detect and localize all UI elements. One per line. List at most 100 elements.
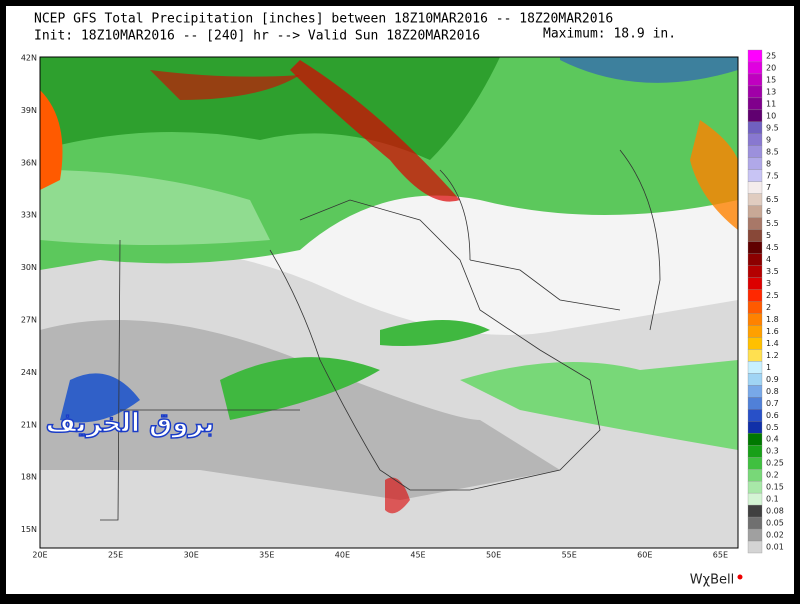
lon-label: 35E bbox=[259, 551, 274, 560]
colorbar-label: 9 bbox=[766, 135, 771, 144]
subtitle: Init: 18Z10MAR2016 -- [240] hr --> Valid… bbox=[34, 29, 480, 44]
colorbar-label: 1.4 bbox=[766, 339, 779, 348]
colorbar-swatch bbox=[747, 337, 763, 350]
colorbar-swatch bbox=[747, 313, 763, 326]
colorbar-label: 0.05 bbox=[766, 519, 784, 528]
colorbar-swatch bbox=[747, 289, 763, 302]
colorbar-swatch bbox=[747, 540, 763, 554]
colorbar-swatch bbox=[747, 385, 763, 398]
colorbar-label: 0.7 bbox=[766, 399, 779, 408]
colorbar-label: 8 bbox=[766, 159, 771, 168]
colorbar-swatch bbox=[747, 480, 763, 494]
watermark: بروق الخريف bbox=[46, 409, 215, 439]
colorbar-swatch bbox=[747, 61, 763, 75]
colorbar-label: 10 bbox=[766, 111, 776, 120]
lat-label: 18N bbox=[21, 473, 37, 482]
lat-label: 15N bbox=[21, 525, 37, 534]
colorbar-swatch bbox=[747, 49, 763, 63]
colorbar-swatch bbox=[747, 85, 763, 99]
colorbar-label: 0.2 bbox=[766, 471, 779, 480]
colorbar-swatch bbox=[747, 73, 763, 87]
colorbar-label: 1 bbox=[766, 363, 771, 372]
colorbar-label: 0.9 bbox=[766, 375, 779, 384]
colorbar-swatch bbox=[747, 205, 763, 218]
lon-label: 25E bbox=[108, 551, 123, 560]
colorbar-label: 0.3 bbox=[766, 447, 779, 456]
colorbar-label: 1.2 bbox=[766, 351, 779, 360]
colorbar-label: 7.5 bbox=[766, 171, 779, 180]
colorbar-swatch bbox=[747, 457, 763, 470]
colorbar-label: 0.01 bbox=[766, 543, 784, 552]
lon-label: 30E bbox=[184, 551, 199, 560]
colorbar-label: 0.02 bbox=[766, 531, 784, 540]
colorbar-swatch bbox=[747, 265, 763, 278]
colorbar-swatch bbox=[747, 397, 763, 410]
lat-label: 30N bbox=[21, 263, 37, 272]
colorbar-swatch bbox=[747, 409, 763, 422]
colorbar-label: 5.5 bbox=[766, 219, 779, 228]
lat-label: 39N bbox=[21, 106, 37, 115]
logo-dot bbox=[737, 574, 743, 580]
colorbar-label: 6.5 bbox=[766, 195, 779, 204]
colorbar-swatch bbox=[747, 169, 763, 182]
colorbar-swatch bbox=[747, 469, 763, 482]
colorbar-label: 1.8 bbox=[766, 315, 779, 324]
colorbar-label: 1.6 bbox=[766, 327, 779, 336]
title: NCEP GFS Total Precipitation [inches] be… bbox=[34, 12, 613, 27]
colorbar-swatch bbox=[747, 133, 763, 146]
colorbar-label: 20 bbox=[766, 63, 776, 72]
colorbar-label: 4.5 bbox=[766, 243, 779, 252]
colorbar-label: 3.5 bbox=[766, 267, 779, 276]
colorbar-swatch bbox=[747, 504, 763, 518]
lat-label: 33N bbox=[21, 211, 37, 220]
colorbar-label: 6 bbox=[766, 207, 771, 216]
colorbar-label: 0.5 bbox=[766, 423, 779, 432]
lon-label: 45E bbox=[410, 551, 425, 560]
maximum: Maximum: 18.9 in. bbox=[543, 27, 676, 42]
colorbar-label: 11 bbox=[766, 99, 776, 108]
colorbar-swatch bbox=[747, 373, 763, 386]
lat-label: 42N bbox=[21, 54, 37, 63]
colorbar-swatch bbox=[747, 241, 763, 254]
colorbar-swatch bbox=[747, 121, 763, 134]
colorbar-swatch bbox=[747, 492, 763, 506]
map-area: بروق الخريف bbox=[39, 56, 739, 549]
colorbar-label: 2.5 bbox=[766, 291, 779, 300]
colorbar-swatch bbox=[747, 516, 763, 530]
lat-label: 36N bbox=[21, 158, 37, 167]
colorbar-swatch bbox=[747, 109, 763, 123]
colorbar-label: 8.5 bbox=[766, 147, 779, 156]
colorbar-swatch bbox=[747, 445, 763, 458]
colorbar-label: 5 bbox=[766, 231, 771, 240]
colorbar-swatch bbox=[747, 361, 763, 374]
colorbar-label: 7 bbox=[766, 183, 771, 192]
colorbar-swatch bbox=[747, 277, 763, 290]
colorbar-swatch bbox=[747, 217, 763, 230]
colorbar-label: 2 bbox=[766, 303, 771, 312]
colorbar-label: 0.4 bbox=[766, 435, 779, 444]
colorbar-swatch bbox=[747, 145, 763, 158]
colorbar-swatch bbox=[747, 349, 763, 362]
lon-label: 20E bbox=[32, 551, 47, 560]
colorbar-label: 3 bbox=[766, 279, 771, 288]
colorbar-swatch bbox=[747, 97, 763, 111]
colorbar-label: 25 bbox=[766, 51, 776, 60]
colorbar-label: 0.08 bbox=[766, 507, 784, 516]
lat-label: 27N bbox=[21, 316, 37, 325]
colorbar-label: 0.15 bbox=[766, 483, 784, 492]
logo: WχBell bbox=[690, 573, 735, 588]
colorbar-swatch bbox=[747, 229, 763, 242]
lon-label: 50E bbox=[486, 551, 501, 560]
lat-label: 21N bbox=[21, 420, 37, 429]
colorbar-swatch bbox=[747, 325, 763, 338]
colorbar-label: 15 bbox=[766, 75, 776, 84]
colorbar-label: 0.8 bbox=[766, 387, 779, 396]
colorbar-swatch bbox=[747, 253, 763, 266]
colorbar-label: 0.1 bbox=[766, 495, 779, 504]
colorbar-swatch bbox=[747, 157, 763, 170]
colorbar-swatch bbox=[747, 301, 763, 314]
lon-label: 60E bbox=[637, 551, 652, 560]
colorbar-swatch bbox=[747, 528, 763, 542]
